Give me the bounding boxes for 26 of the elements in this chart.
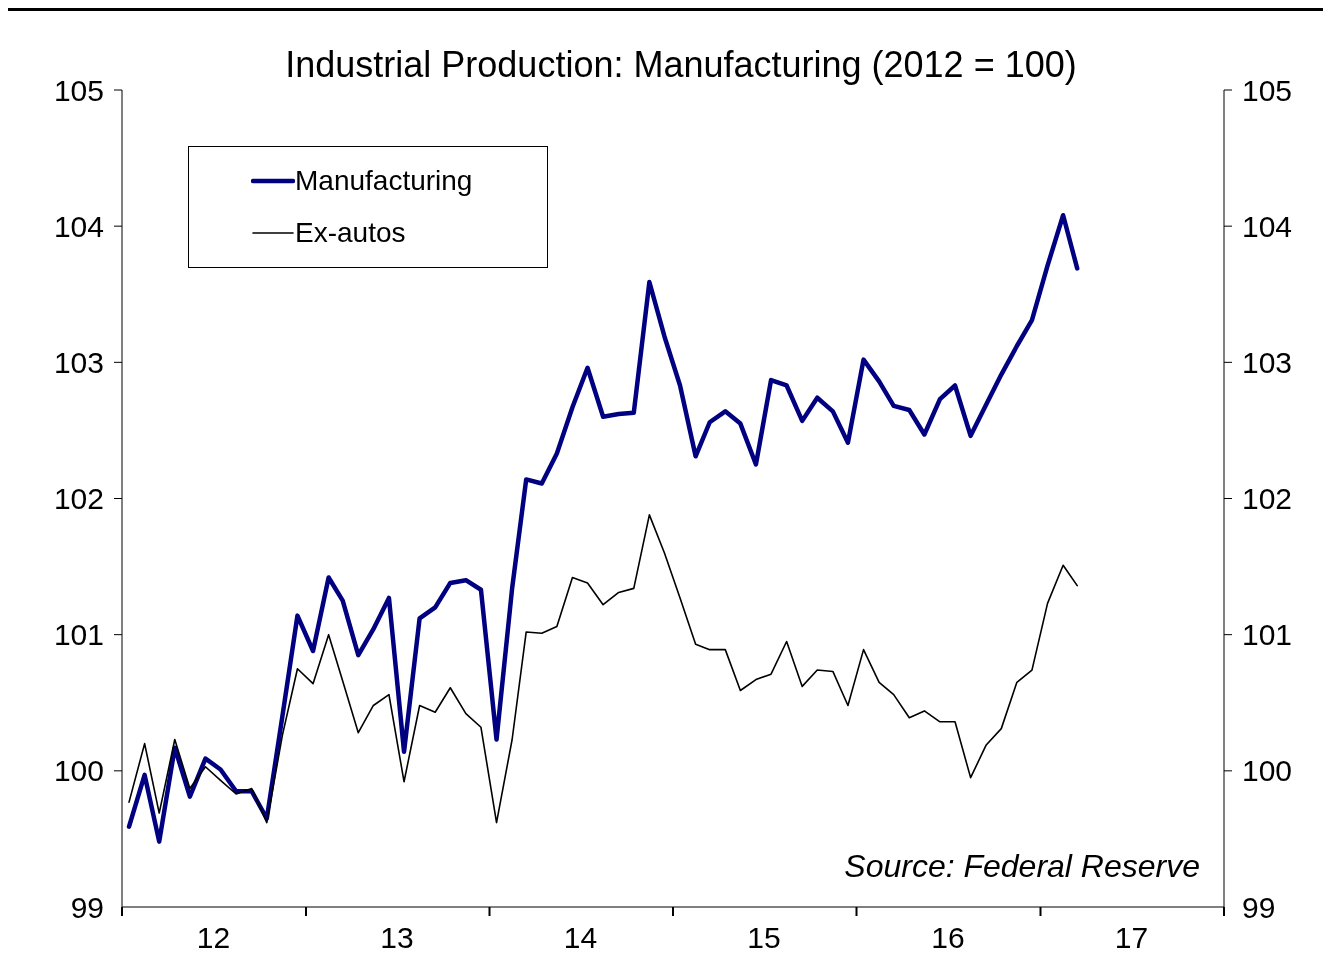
- legend-label: Manufacturing: [295, 165, 473, 197]
- chart-title: Industrial Production: Manufacturing (2012 = 100): [284, 44, 1078, 86]
- x-tick-label: 15: [747, 921, 781, 955]
- y-tick-label: 100: [53, 754, 104, 788]
- x-tick-label: 13: [380, 921, 414, 955]
- x-tick-label: 16: [931, 921, 965, 955]
- y-tick-label: 105: [53, 73, 104, 107]
- y2-tick-label: 104: [1242, 209, 1293, 243]
- x-tick-label: 17: [1114, 921, 1149, 955]
- y-tick-label: 103: [53, 345, 104, 379]
- legend-label: Ex-autos: [295, 217, 406, 249]
- y2-tick-label: 102: [1242, 482, 1293, 515]
- y2-tick-label: 99: [1242, 890, 1276, 924]
- y-tick-label: 99: [70, 890, 104, 924]
- y2-tick-label: 100: [1242, 754, 1293, 788]
- line-series: [128, 514, 1078, 824]
- y2-tick-label: 105: [1242, 73, 1293, 107]
- line-series: [126, 213, 1080, 844]
- x-tick-label: 12: [196, 921, 231, 955]
- annotation: Source: Federal Reserve: [844, 848, 1200, 885]
- x-tick-label: 14: [563, 921, 598, 955]
- y-tick-label: 104: [53, 209, 104, 243]
- y2-tick-label: 101: [1242, 618, 1293, 652]
- y-tick-label: 102: [53, 482, 104, 515]
- y2-tick-label: 103: [1242, 345, 1293, 379]
- y-tick-label: 101: [53, 618, 104, 652]
